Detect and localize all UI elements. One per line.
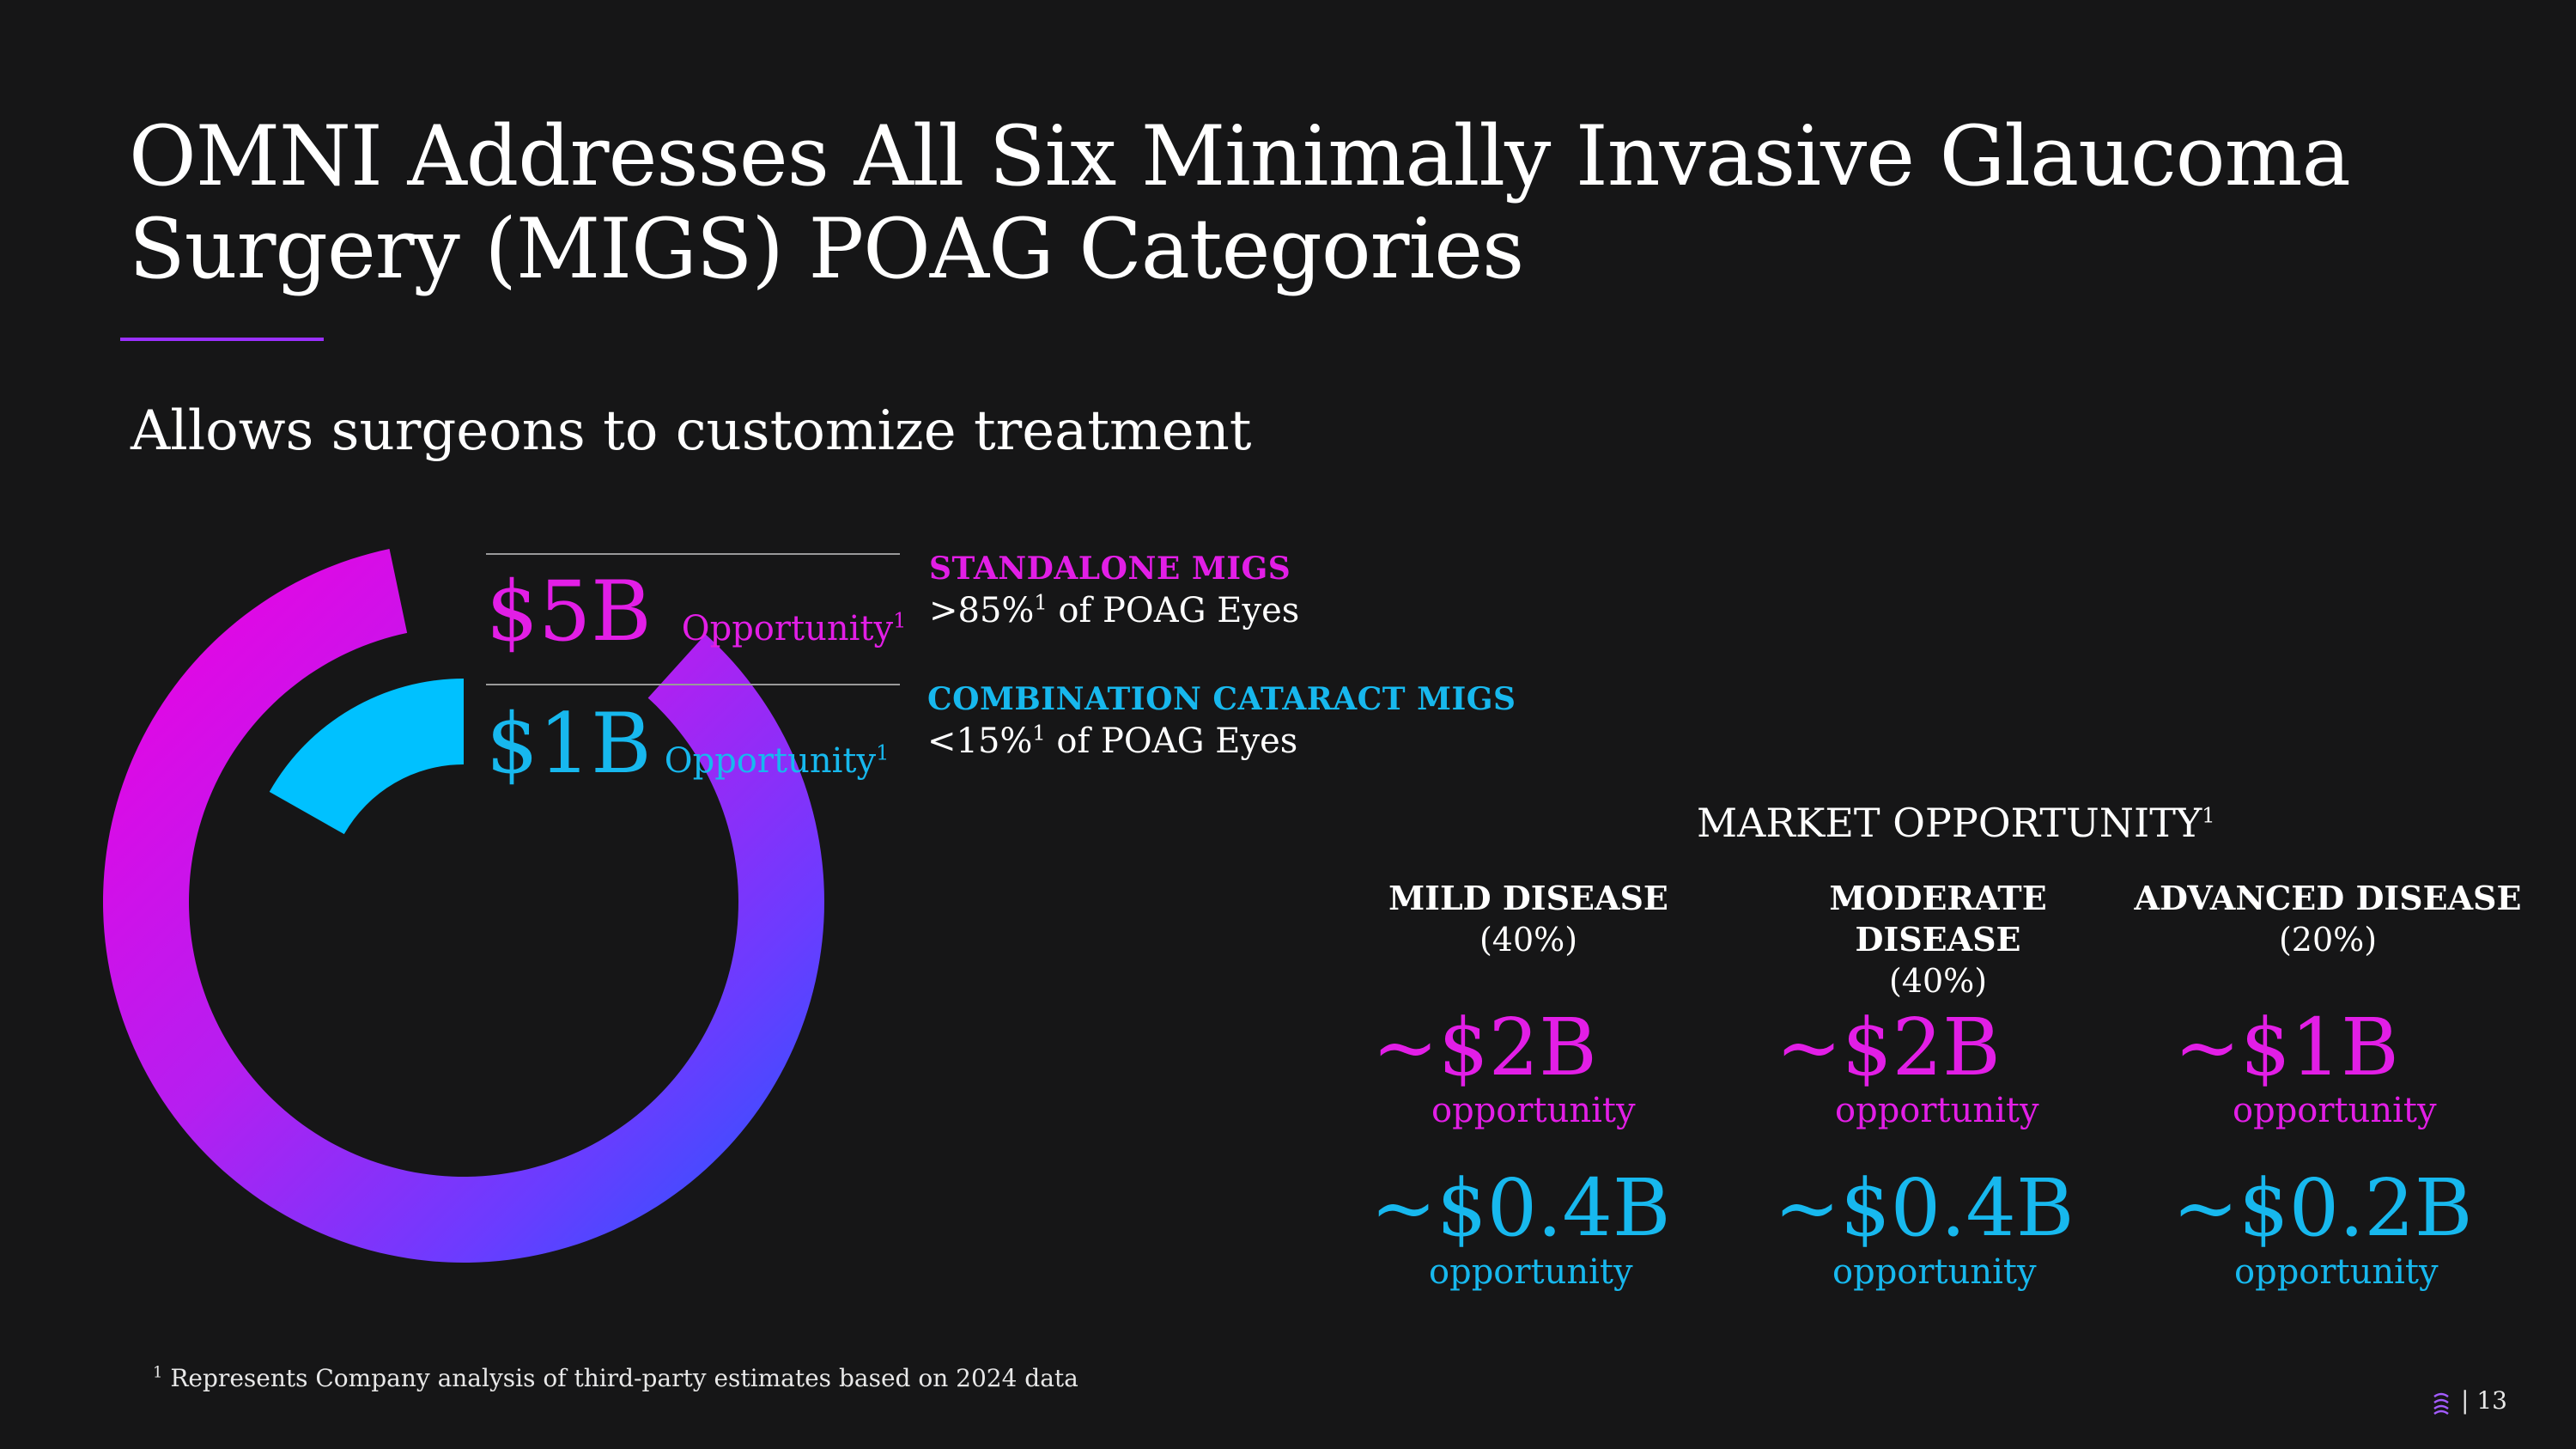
mild-combination-label: opportunity bbox=[1429, 1252, 1633, 1292]
opportunity-donut-chart bbox=[102, 548, 825, 1263]
moderate-combination-label: opportunity bbox=[1832, 1252, 2037, 1292]
opportunity-middle-line bbox=[486, 684, 900, 685]
moderate-combination-amount: ~$0.4B bbox=[1774, 1162, 2075, 1254]
moderate-disease-column: MODERATE DISEASE (40%) bbox=[1736, 878, 2140, 1002]
subtitle: Allows surgeons to customize treatment bbox=[131, 399, 1252, 463]
advanced-standalone-label: opportunity bbox=[2233, 1091, 2437, 1130]
combination-opportunity-value: $1B bbox=[486, 696, 652, 792]
company-logo-icon bbox=[2433, 1392, 2449, 1415]
advanced-standalone-amount: ~$1B bbox=[2174, 1002, 2399, 1093]
standalone-migs-title: STANDALONE MIGS bbox=[929, 551, 1291, 587]
page-title-line-2: Surgery (MIGS) POAG Categories bbox=[129, 201, 1524, 297]
moderate-standalone-label: opportunity bbox=[1835, 1091, 2039, 1130]
moderate-disease-percent: (40%) bbox=[1888, 962, 1988, 1000]
mild-disease-column: MILD DISEASE (40%) bbox=[1327, 878, 1730, 960]
page-title: OMNI Addresses All Six Minimally Invasiv… bbox=[129, 108, 2351, 297]
mild-disease-percent: (40%) bbox=[1479, 921, 1578, 959]
standalone-migs-share: >85%1 of POAG Eyes bbox=[929, 590, 1300, 630]
combination-opportunity: $1B Opportunity1 bbox=[486, 701, 889, 787]
page-number-value: 13 bbox=[2476, 1386, 2507, 1415]
mild-standalone-amount: ~$2B bbox=[1372, 1002, 1597, 1093]
title-accent-rule bbox=[120, 338, 324, 341]
advanced-disease-percent: (20%) bbox=[2278, 921, 2378, 959]
moderate-standalone-amount: ~$2B bbox=[1776, 1002, 2001, 1093]
mild-standalone-label: opportunity bbox=[1431, 1091, 1636, 1130]
advanced-combination-amount: ~$0.2B bbox=[2172, 1162, 2473, 1254]
combination-opportunity-label: Opportunity1 bbox=[664, 740, 890, 781]
advanced-disease-title: ADVANCED DISEASE bbox=[2134, 879, 2522, 917]
page-number: | 13 bbox=[2432, 1385, 2507, 1416]
standalone-opportunity-label: Opportunity1 bbox=[681, 608, 907, 648]
page-separator: | bbox=[2461, 1386, 2477, 1415]
combination-migs-share: <15%1 of POAG Eyes bbox=[927, 721, 1298, 761]
moderate-disease-title-line-2: DISEASE bbox=[1855, 920, 2021, 959]
advanced-disease-column: ADVANCED DISEASE (20%) bbox=[2126, 878, 2530, 960]
footnote: 1 Represents Company analysis of third-p… bbox=[153, 1363, 1078, 1392]
advanced-combination-label: opportunity bbox=[2234, 1252, 2439, 1292]
standalone-opportunity-value: $5B bbox=[486, 563, 652, 660]
opportunity-top-line bbox=[486, 553, 900, 555]
combination-migs-title: COMBINATION CATARACT MIGS bbox=[927, 681, 1516, 717]
market-opportunity-heading: MARKET OPPORTUNITY1 bbox=[1697, 800, 2215, 846]
moderate-disease-title-line-1: MODERATE bbox=[1829, 879, 2047, 917]
mild-combination-amount: ~$0.4B bbox=[1370, 1162, 1671, 1254]
inner-ring-arc bbox=[269, 679, 464, 835]
page-title-line-1: OMNI Addresses All Six Minimally Invasiv… bbox=[129, 108, 2351, 204]
outer-ring-arc bbox=[102, 548, 825, 1263]
standalone-opportunity: $5B Opportunity1 bbox=[486, 569, 906, 654]
mild-disease-title: MILD DISEASE bbox=[1388, 879, 1668, 917]
